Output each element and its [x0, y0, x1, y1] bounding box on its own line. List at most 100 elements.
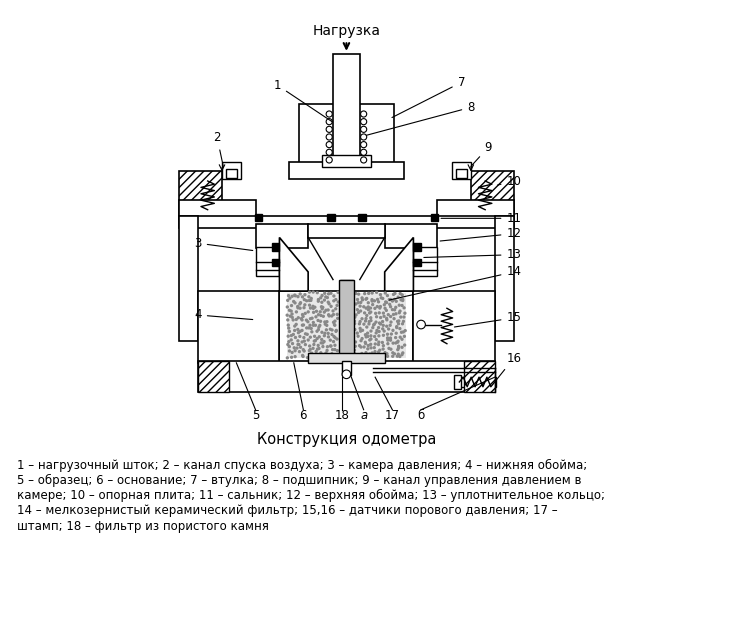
Circle shape	[299, 335, 301, 337]
Circle shape	[365, 307, 367, 309]
Circle shape	[376, 330, 378, 331]
Circle shape	[328, 314, 330, 316]
Circle shape	[386, 353, 388, 355]
Circle shape	[320, 314, 322, 316]
Text: 5: 5	[252, 409, 259, 422]
Circle shape	[323, 311, 325, 313]
Circle shape	[372, 304, 373, 306]
Circle shape	[298, 350, 300, 353]
Bar	[339, 279, 354, 361]
Circle shape	[402, 352, 404, 354]
Circle shape	[328, 336, 329, 338]
Circle shape	[292, 333, 294, 335]
Circle shape	[303, 337, 305, 338]
Text: камере; 10 – опорная плита; 11 – сальник; 12 – верхняя обойма; 13 – уплотнительн: камере; 10 – опорная плита; 11 – сальник…	[17, 489, 605, 502]
Circle shape	[392, 342, 394, 344]
Circle shape	[396, 342, 399, 343]
Circle shape	[402, 331, 404, 333]
Circle shape	[301, 330, 303, 331]
Bar	[413, 247, 438, 276]
Circle shape	[313, 343, 315, 345]
Circle shape	[359, 330, 362, 332]
Circle shape	[298, 343, 300, 345]
Text: a: a	[360, 409, 368, 422]
Circle shape	[336, 304, 338, 306]
Circle shape	[296, 347, 298, 349]
Circle shape	[361, 352, 363, 354]
Circle shape	[382, 321, 384, 323]
Circle shape	[294, 355, 296, 358]
Circle shape	[390, 306, 392, 308]
Circle shape	[289, 330, 290, 332]
Circle shape	[292, 296, 293, 298]
Circle shape	[320, 311, 321, 313]
Circle shape	[379, 312, 380, 314]
Text: 9: 9	[471, 141, 492, 167]
Circle shape	[292, 319, 294, 321]
Circle shape	[381, 357, 383, 359]
Circle shape	[379, 294, 382, 296]
Circle shape	[311, 317, 313, 319]
Circle shape	[387, 337, 388, 339]
Circle shape	[373, 324, 375, 326]
Circle shape	[308, 345, 311, 347]
Circle shape	[354, 328, 356, 330]
Circle shape	[309, 348, 311, 350]
Circle shape	[327, 332, 329, 334]
Circle shape	[311, 331, 313, 333]
Circle shape	[321, 308, 323, 310]
Bar	[299, 104, 394, 167]
Circle shape	[317, 357, 319, 359]
Circle shape	[399, 310, 401, 312]
Circle shape	[321, 301, 323, 303]
Circle shape	[365, 336, 367, 338]
Circle shape	[360, 301, 362, 303]
Circle shape	[289, 350, 290, 352]
Circle shape	[398, 323, 399, 325]
Circle shape	[355, 314, 357, 316]
Circle shape	[379, 323, 382, 325]
Circle shape	[303, 340, 306, 342]
Circle shape	[368, 309, 369, 311]
Circle shape	[312, 291, 314, 293]
Bar	[455, 169, 467, 178]
Circle shape	[295, 323, 297, 325]
Circle shape	[390, 339, 391, 341]
Circle shape	[323, 315, 324, 317]
Circle shape	[287, 324, 289, 326]
Circle shape	[365, 352, 367, 353]
Circle shape	[371, 300, 373, 302]
Circle shape	[309, 337, 311, 338]
Circle shape	[384, 352, 386, 353]
Bar	[198, 361, 494, 391]
Circle shape	[378, 341, 380, 343]
Circle shape	[308, 291, 311, 293]
Circle shape	[294, 350, 296, 352]
Bar	[287, 293, 406, 358]
Circle shape	[288, 295, 289, 297]
Text: 13: 13	[424, 248, 521, 261]
Circle shape	[326, 297, 328, 299]
Circle shape	[383, 330, 385, 332]
Circle shape	[318, 347, 320, 350]
Bar	[179, 216, 198, 341]
Polygon shape	[280, 238, 308, 291]
Circle shape	[382, 328, 384, 330]
Circle shape	[379, 316, 382, 318]
Circle shape	[393, 318, 395, 320]
Circle shape	[315, 310, 317, 312]
Circle shape	[331, 353, 333, 355]
Circle shape	[370, 356, 371, 359]
Circle shape	[317, 299, 320, 301]
Text: 6: 6	[300, 409, 307, 422]
Circle shape	[324, 323, 326, 325]
Bar	[438, 200, 514, 220]
Circle shape	[383, 315, 385, 317]
Circle shape	[307, 321, 308, 323]
Circle shape	[286, 357, 289, 359]
Circle shape	[356, 299, 359, 301]
Circle shape	[358, 293, 359, 295]
Circle shape	[304, 343, 306, 345]
Circle shape	[334, 320, 336, 322]
Circle shape	[334, 324, 335, 326]
